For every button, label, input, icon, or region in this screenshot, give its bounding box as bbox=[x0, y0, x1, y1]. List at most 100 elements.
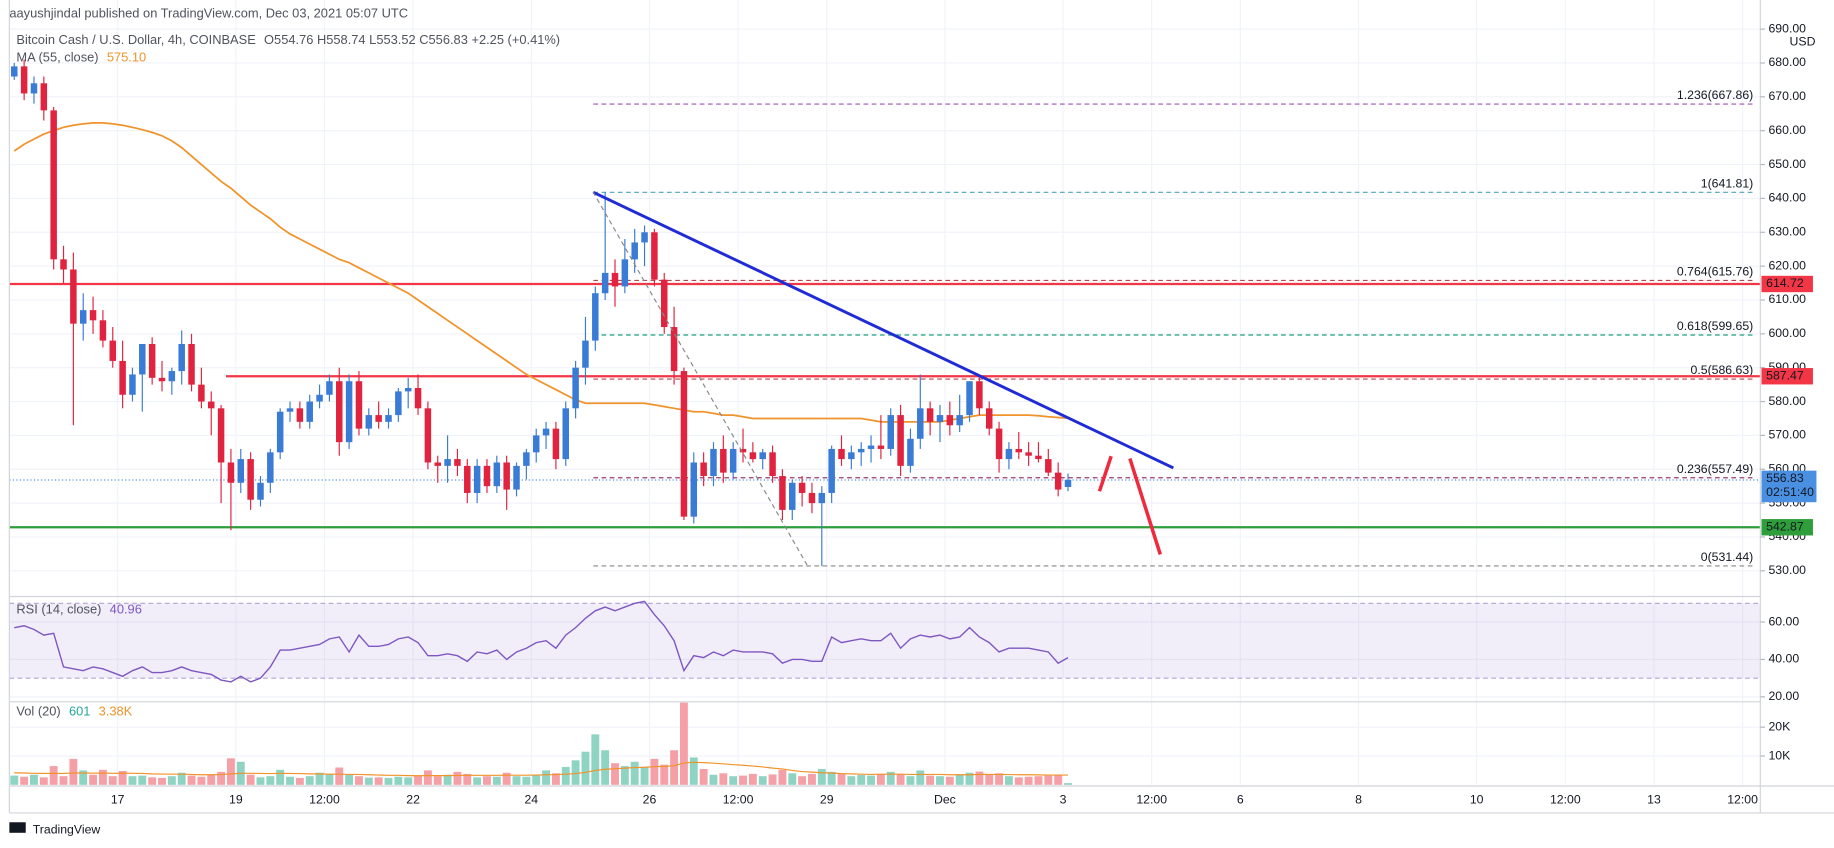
candle-body bbox=[1064, 479, 1072, 487]
candle-body bbox=[552, 428, 560, 460]
y-tick-label: 660.00 bbox=[1769, 123, 1807, 137]
x-tick-label: 12:00 bbox=[1727, 792, 1758, 806]
volume-bar bbox=[679, 702, 688, 785]
volume-bar bbox=[1054, 774, 1063, 785]
candle-body bbox=[375, 415, 382, 422]
y-tick-label: 690.00 bbox=[1769, 21, 1807, 35]
volume-bar bbox=[423, 770, 432, 785]
volume-bar bbox=[965, 772, 974, 785]
candle-body bbox=[444, 459, 451, 466]
volume-bar bbox=[709, 774, 718, 785]
vol-legend: Vol (20) 601 3.38K bbox=[16, 704, 132, 719]
candle-body bbox=[70, 269, 77, 324]
candle-body bbox=[20, 66, 28, 94]
publisher-line: aayushjindal published on TradingView.co… bbox=[9, 5, 408, 20]
volume-bar bbox=[955, 775, 964, 785]
x-tick-label: 17 bbox=[111, 792, 125, 806]
volume-bar bbox=[985, 773, 994, 785]
candle-body bbox=[680, 371, 688, 517]
volume-bar bbox=[335, 767, 344, 785]
level-badge bbox=[1761, 275, 1813, 293]
y-tick-label: 650.00 bbox=[1769, 157, 1807, 171]
candle-body bbox=[749, 452, 757, 460]
volume-bar bbox=[39, 777, 48, 785]
candle-body bbox=[542, 428, 550, 436]
candle-body bbox=[759, 452, 766, 460]
candle-body bbox=[326, 381, 333, 395]
high-readout: H558.74 bbox=[317, 32, 366, 47]
volume-bar bbox=[295, 777, 304, 785]
volume-bar bbox=[266, 776, 275, 785]
fib-level-label: 0.5(586.63) bbox=[1691, 363, 1754, 377]
grid-layer bbox=[9, 0, 1761, 785]
volume-bar bbox=[325, 773, 334, 785]
volume-bar bbox=[532, 775, 541, 785]
candle-body bbox=[523, 452, 530, 466]
plot-layer: 1.236(667.86) 1(641.81) 0.764(615.76) 0.618… bbox=[9, 59, 1761, 785]
candle-body bbox=[109, 340, 117, 361]
ma-legend: MA (55, close) 575.10 bbox=[16, 50, 146, 65]
candle-body bbox=[601, 272, 609, 294]
volume-bar bbox=[601, 750, 610, 785]
volume-bar bbox=[256, 777, 265, 785]
candle-body bbox=[936, 415, 944, 422]
volume-bar bbox=[1064, 783, 1072, 785]
volume-bar bbox=[945, 776, 954, 785]
volume-bar bbox=[305, 776, 314, 785]
y-tick-label: 530.00 bbox=[1769, 563, 1807, 577]
candle-body bbox=[1035, 455, 1042, 460]
volume-bar bbox=[748, 773, 757, 785]
rsi-line bbox=[14, 600, 1069, 683]
candle-body bbox=[838, 448, 845, 460]
volume-bar bbox=[1044, 775, 1053, 785]
volume-bar bbox=[778, 769, 787, 785]
candle-body bbox=[798, 482, 806, 493]
y-tick-label: 580.00 bbox=[1769, 394, 1807, 408]
volume-bar bbox=[414, 775, 422, 785]
volume-bar bbox=[857, 775, 866, 785]
ma-name: MA (55, close) bbox=[16, 50, 98, 65]
x-tick-label: 10 bbox=[1470, 792, 1484, 806]
candle-body bbox=[513, 465, 520, 490]
candle-body bbox=[286, 408, 294, 412]
currency-unit: USD bbox=[1790, 34, 1816, 48]
volume-bar bbox=[463, 773, 472, 785]
volume-bar bbox=[30, 774, 38, 785]
volume-bar bbox=[640, 767, 649, 785]
volume-bar bbox=[473, 777, 482, 785]
candle-body bbox=[168, 371, 176, 382]
x-tick-label: Dec bbox=[934, 792, 956, 806]
candle-body bbox=[454, 459, 461, 466]
rsi-name: RSI (14, close) bbox=[16, 602, 101, 617]
candle-body bbox=[572, 367, 579, 409]
x-tick-label: 12:00 bbox=[1550, 792, 1581, 806]
volume-bar bbox=[827, 771, 836, 785]
y-tick-label: 630.00 bbox=[1769, 225, 1807, 239]
y-tick-label: 600.00 bbox=[1769, 326, 1807, 340]
candle-body bbox=[404, 387, 412, 392]
candle-body bbox=[670, 327, 678, 372]
y-tick-label: 20K bbox=[1769, 719, 1792, 733]
volume-bar bbox=[886, 771, 895, 785]
candle-body bbox=[1054, 472, 1062, 490]
volume-bar bbox=[719, 773, 728, 785]
volume-bar bbox=[20, 776, 29, 785]
volume-bar bbox=[611, 763, 619, 785]
x-tick-label: 24 bbox=[524, 792, 538, 806]
volume-bar bbox=[630, 761, 639, 785]
candle-body bbox=[464, 465, 471, 493]
candle-body bbox=[907, 438, 914, 466]
x-tick-label: 12:00 bbox=[1136, 792, 1167, 806]
x-tick-label: 26 bbox=[643, 792, 657, 806]
candle-body bbox=[966, 381, 973, 416]
candle-body bbox=[424, 408, 432, 463]
volume-bar bbox=[108, 776, 117, 785]
volume-bar bbox=[502, 772, 511, 785]
volume-bar bbox=[276, 769, 285, 785]
level-badge bbox=[1761, 368, 1813, 385]
volume-bar bbox=[876, 774, 885, 785]
volume-bar bbox=[551, 773, 560, 785]
candle-body bbox=[50, 110, 57, 260]
footer-brand: TradingView bbox=[33, 823, 101, 837]
